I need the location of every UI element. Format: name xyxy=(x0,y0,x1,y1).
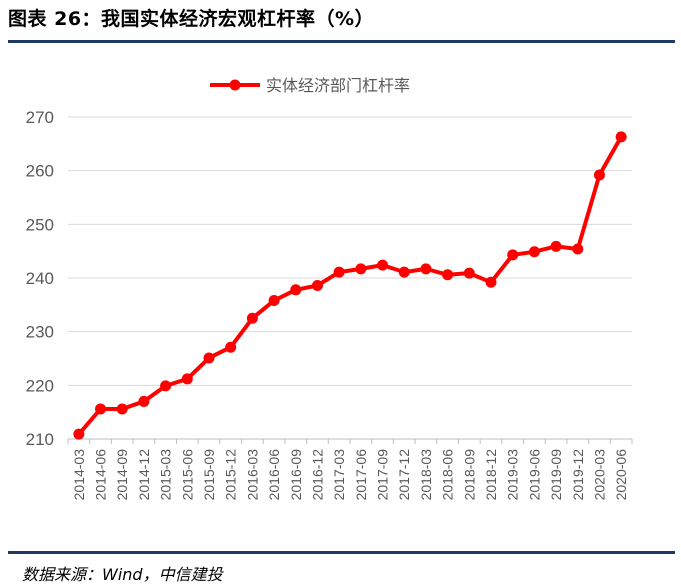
x-tick-label: 2014-09 xyxy=(114,449,130,501)
data-point xyxy=(507,249,519,261)
data-point xyxy=(73,428,85,440)
y-tick-label: 270 xyxy=(26,108,54,127)
x-tick-label: 2016-12 xyxy=(309,449,325,501)
data-point xyxy=(420,263,432,275)
x-tick-label: 2014-06 xyxy=(93,449,109,501)
y-tick-label: 230 xyxy=(26,323,54,342)
series-line xyxy=(77,135,623,436)
x-tick-label: 2019-03 xyxy=(505,449,521,501)
data-point xyxy=(398,266,410,278)
x-tick-label: 2019-09 xyxy=(548,449,564,501)
x-tick-label: 2018-06 xyxy=(440,449,456,501)
x-tick-label: 2018-09 xyxy=(461,449,477,501)
data-point xyxy=(463,267,475,279)
x-tick-label: 2015-06 xyxy=(179,449,195,501)
data-point xyxy=(572,243,584,255)
x-tick-label: 2020-06 xyxy=(613,449,629,501)
x-tick-label: 2017-12 xyxy=(396,449,412,501)
data-point xyxy=(442,269,454,281)
data-point xyxy=(138,395,150,407)
data-point xyxy=(311,280,323,292)
series-layer xyxy=(73,131,627,440)
legend-label: 实体经济部门杠杆率 xyxy=(266,76,410,95)
x-tick-label: 2019-12 xyxy=(570,449,586,501)
y-axis-tick-labels: 210 220 230 240 250 260 270 xyxy=(26,108,54,449)
figure-title: 图表 26：我国实体经济宏观杠杆率（%） xyxy=(8,8,375,30)
data-point xyxy=(116,403,128,415)
x-tick-label: 2015-09 xyxy=(201,449,217,501)
x-tick-label: 2015-03 xyxy=(158,449,174,501)
data-point xyxy=(246,312,258,324)
data-point xyxy=(95,403,107,415)
data-point xyxy=(615,131,627,143)
data-point xyxy=(355,263,367,275)
legend-marker xyxy=(229,79,241,91)
data-point xyxy=(181,373,193,385)
data-point xyxy=(333,266,345,278)
y-tick-label: 260 xyxy=(26,162,54,181)
y-tick-label: 210 xyxy=(26,430,54,449)
data-point xyxy=(550,240,562,252)
y-tick-label: 240 xyxy=(26,269,54,288)
data-point xyxy=(160,380,172,392)
y-tick-label: 250 xyxy=(26,215,54,234)
x-tick-label: 2018-12 xyxy=(483,449,499,501)
x-tick-label: 2017-06 xyxy=(353,449,369,501)
data-point xyxy=(225,341,237,353)
source-rule xyxy=(8,551,675,554)
x-tick-label: 2019-06 xyxy=(526,449,542,501)
source-note: 数据来源：Wind，中信建投 xyxy=(22,565,223,584)
x-tick-label: 2016-06 xyxy=(266,449,282,501)
gridlines xyxy=(68,116,632,386)
y-tick-label: 220 xyxy=(26,376,54,395)
x-tick-label: 2014-12 xyxy=(136,449,152,501)
x-tick-label: 2017-09 xyxy=(375,449,391,501)
x-tick-label: 2016-03 xyxy=(244,449,260,501)
title-rule xyxy=(8,40,675,43)
data-point xyxy=(290,284,302,296)
x-tick-label: 2015-12 xyxy=(223,449,239,501)
data-point xyxy=(268,295,280,307)
legend: 实体经济部门杠杆率 xyxy=(210,76,410,95)
data-point xyxy=(377,259,389,271)
x-axis-tick-labels: 2014-03 2014-06 2014-09 2014-12 2015-03 2015-… xyxy=(71,449,629,501)
x-tick-label: 2018-03 xyxy=(418,449,434,501)
x-tick-label: 2014-03 xyxy=(71,449,87,501)
data-point xyxy=(528,246,540,258)
x-tick-label: 2020-03 xyxy=(591,449,607,501)
x-tick-label: 2016-09 xyxy=(288,449,304,501)
x-tick-label: 2017-03 xyxy=(331,449,347,501)
data-point xyxy=(485,276,497,288)
data-point xyxy=(593,169,605,181)
x-axis xyxy=(67,438,633,444)
data-point xyxy=(203,352,215,364)
